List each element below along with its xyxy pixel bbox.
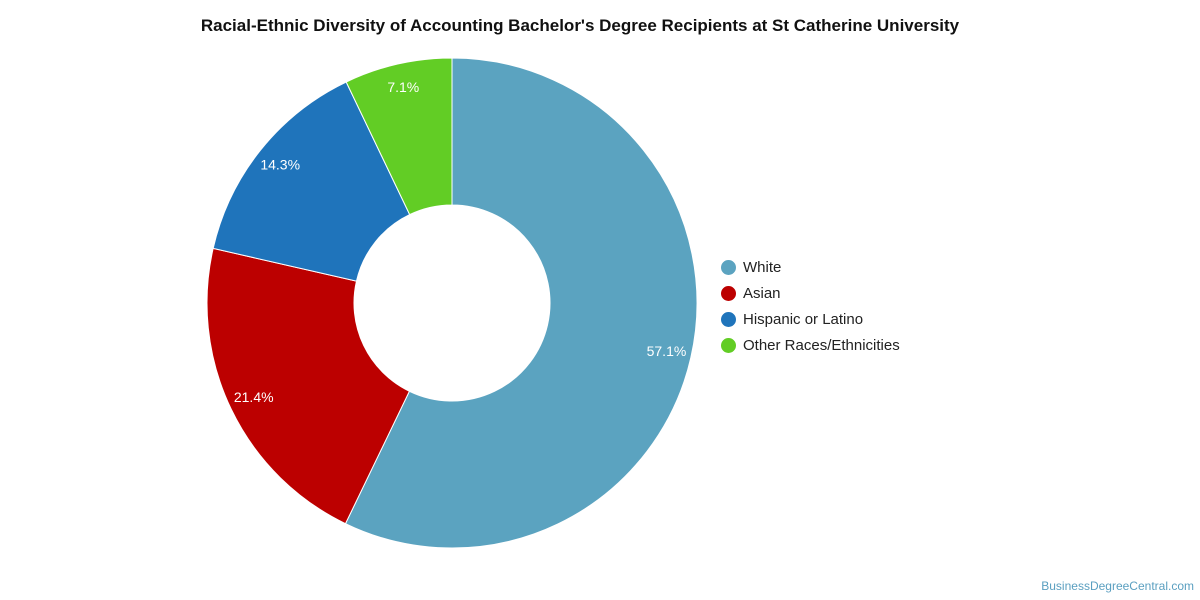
legend-swatch-other-races <box>721 337 736 353</box>
slice-label-other-races: 7.1% <box>387 79 419 95</box>
legend-swatch-white <box>721 259 736 275</box>
legend: White Asian Hispanic or Latino Other Rac… <box>721 254 900 358</box>
legend-item-hispanic-or-latino[interactable]: Hispanic or Latino <box>721 306 900 332</box>
slice-label-asian: 21.4% <box>234 389 274 405</box>
chart-title: Racial-Ethnic Diversity of Accounting Ba… <box>200 16 960 35</box>
slice-hispanic-or-latino[interactable] <box>212 81 411 282</box>
legend-swatch-asian <box>721 285 736 301</box>
legend-item-asian[interactable]: Asian <box>721 280 900 306</box>
slice-label-white: 57.1% <box>647 343 687 359</box>
slice-labels: 57.1% 21.4% 14.3% 7.1% <box>234 79 686 405</box>
slice-white[interactable] <box>344 57 698 549</box>
donut-slices <box>206 57 698 549</box>
watermark-link[interactable]: BusinessDegreeCentral.com <box>1041 579 1194 593</box>
slice-label-hispanic-or-latino: 14.3% <box>260 156 300 172</box>
legend-item-white[interactable]: White <box>721 254 900 280</box>
slice-other-races[interactable] <box>345 57 453 216</box>
slice-asian[interactable] <box>206 247 411 525</box>
legend-label-hispanic-or-latino: Hispanic or Latino <box>743 310 864 328</box>
legend-label-white: White <box>743 258 782 276</box>
legend-swatch-hispanic-or-latino <box>721 311 736 327</box>
legend-label-asian: Asian <box>743 284 781 302</box>
legend-label-other-races: Other Races/Ethnicities <box>743 336 900 354</box>
legend-item-other-races[interactable]: Other Races/Ethnicities <box>721 332 900 358</box>
